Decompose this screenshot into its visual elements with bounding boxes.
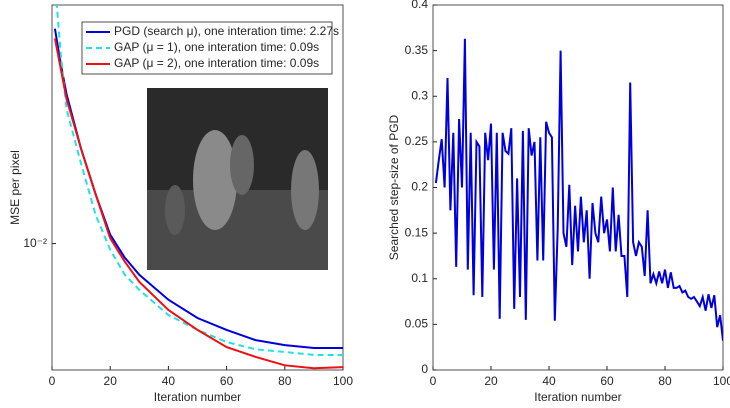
- series-line: [434, 38, 723, 341]
- x-axis-label: Iteration number: [154, 390, 241, 404]
- y-axis-label: Searched step-size of PGD: [387, 114, 401, 260]
- legend-box: [81, 21, 333, 75]
- y-tick-label: 0.4: [411, 0, 428, 11]
- x-tick-label: 0: [430, 374, 437, 388]
- x-axis-label: Iteration number: [534, 390, 621, 404]
- x-tick-label: 20: [104, 374, 118, 388]
- x-tick-label: 60: [600, 374, 614, 388]
- x-tick-label: 20: [484, 374, 498, 388]
- y-tick-label: 0.1: [411, 271, 428, 285]
- y-tick-label: 10⁻²: [23, 236, 47, 250]
- y-tick-label: 0.15: [405, 225, 429, 239]
- legend-label: PGD (search μ), one interation time: 2.2…: [114, 24, 339, 38]
- series-line: [55, 5, 343, 356]
- y-tick-label: 0.25: [405, 134, 429, 148]
- x-tick-label: 0: [49, 374, 56, 388]
- x-tick-label: 100: [333, 374, 353, 388]
- y-axis-label: MSE per pixel: [8, 150, 22, 225]
- x-tick-label: 40: [542, 374, 556, 388]
- y-tick-label: 0.05: [405, 317, 429, 331]
- x-tick-label: 80: [658, 374, 672, 388]
- y-tick-label: 0: [421, 362, 428, 376]
- y-tick-label: 0.35: [405, 43, 429, 57]
- x-tick-label: 100: [713, 374, 730, 388]
- series-group: [53, 5, 343, 370]
- plot-area: [51, 4, 344, 371]
- series-line: [53, 38, 343, 370]
- x-tick-label: 60: [220, 374, 234, 388]
- legend-label: GAP (μ = 1), one interation time: 0.09s: [114, 40, 319, 54]
- legend-label: GAP (μ = 2), one interation time: 0.09s: [114, 56, 319, 70]
- y-tick-label: 0.3: [411, 88, 428, 102]
- inset-image: [147, 88, 328, 270]
- series-group: [434, 38, 723, 341]
- x-tick-label: 80: [278, 374, 292, 388]
- y-tick-label: 0.2: [411, 180, 428, 194]
- x-tick-label: 40: [162, 374, 176, 388]
